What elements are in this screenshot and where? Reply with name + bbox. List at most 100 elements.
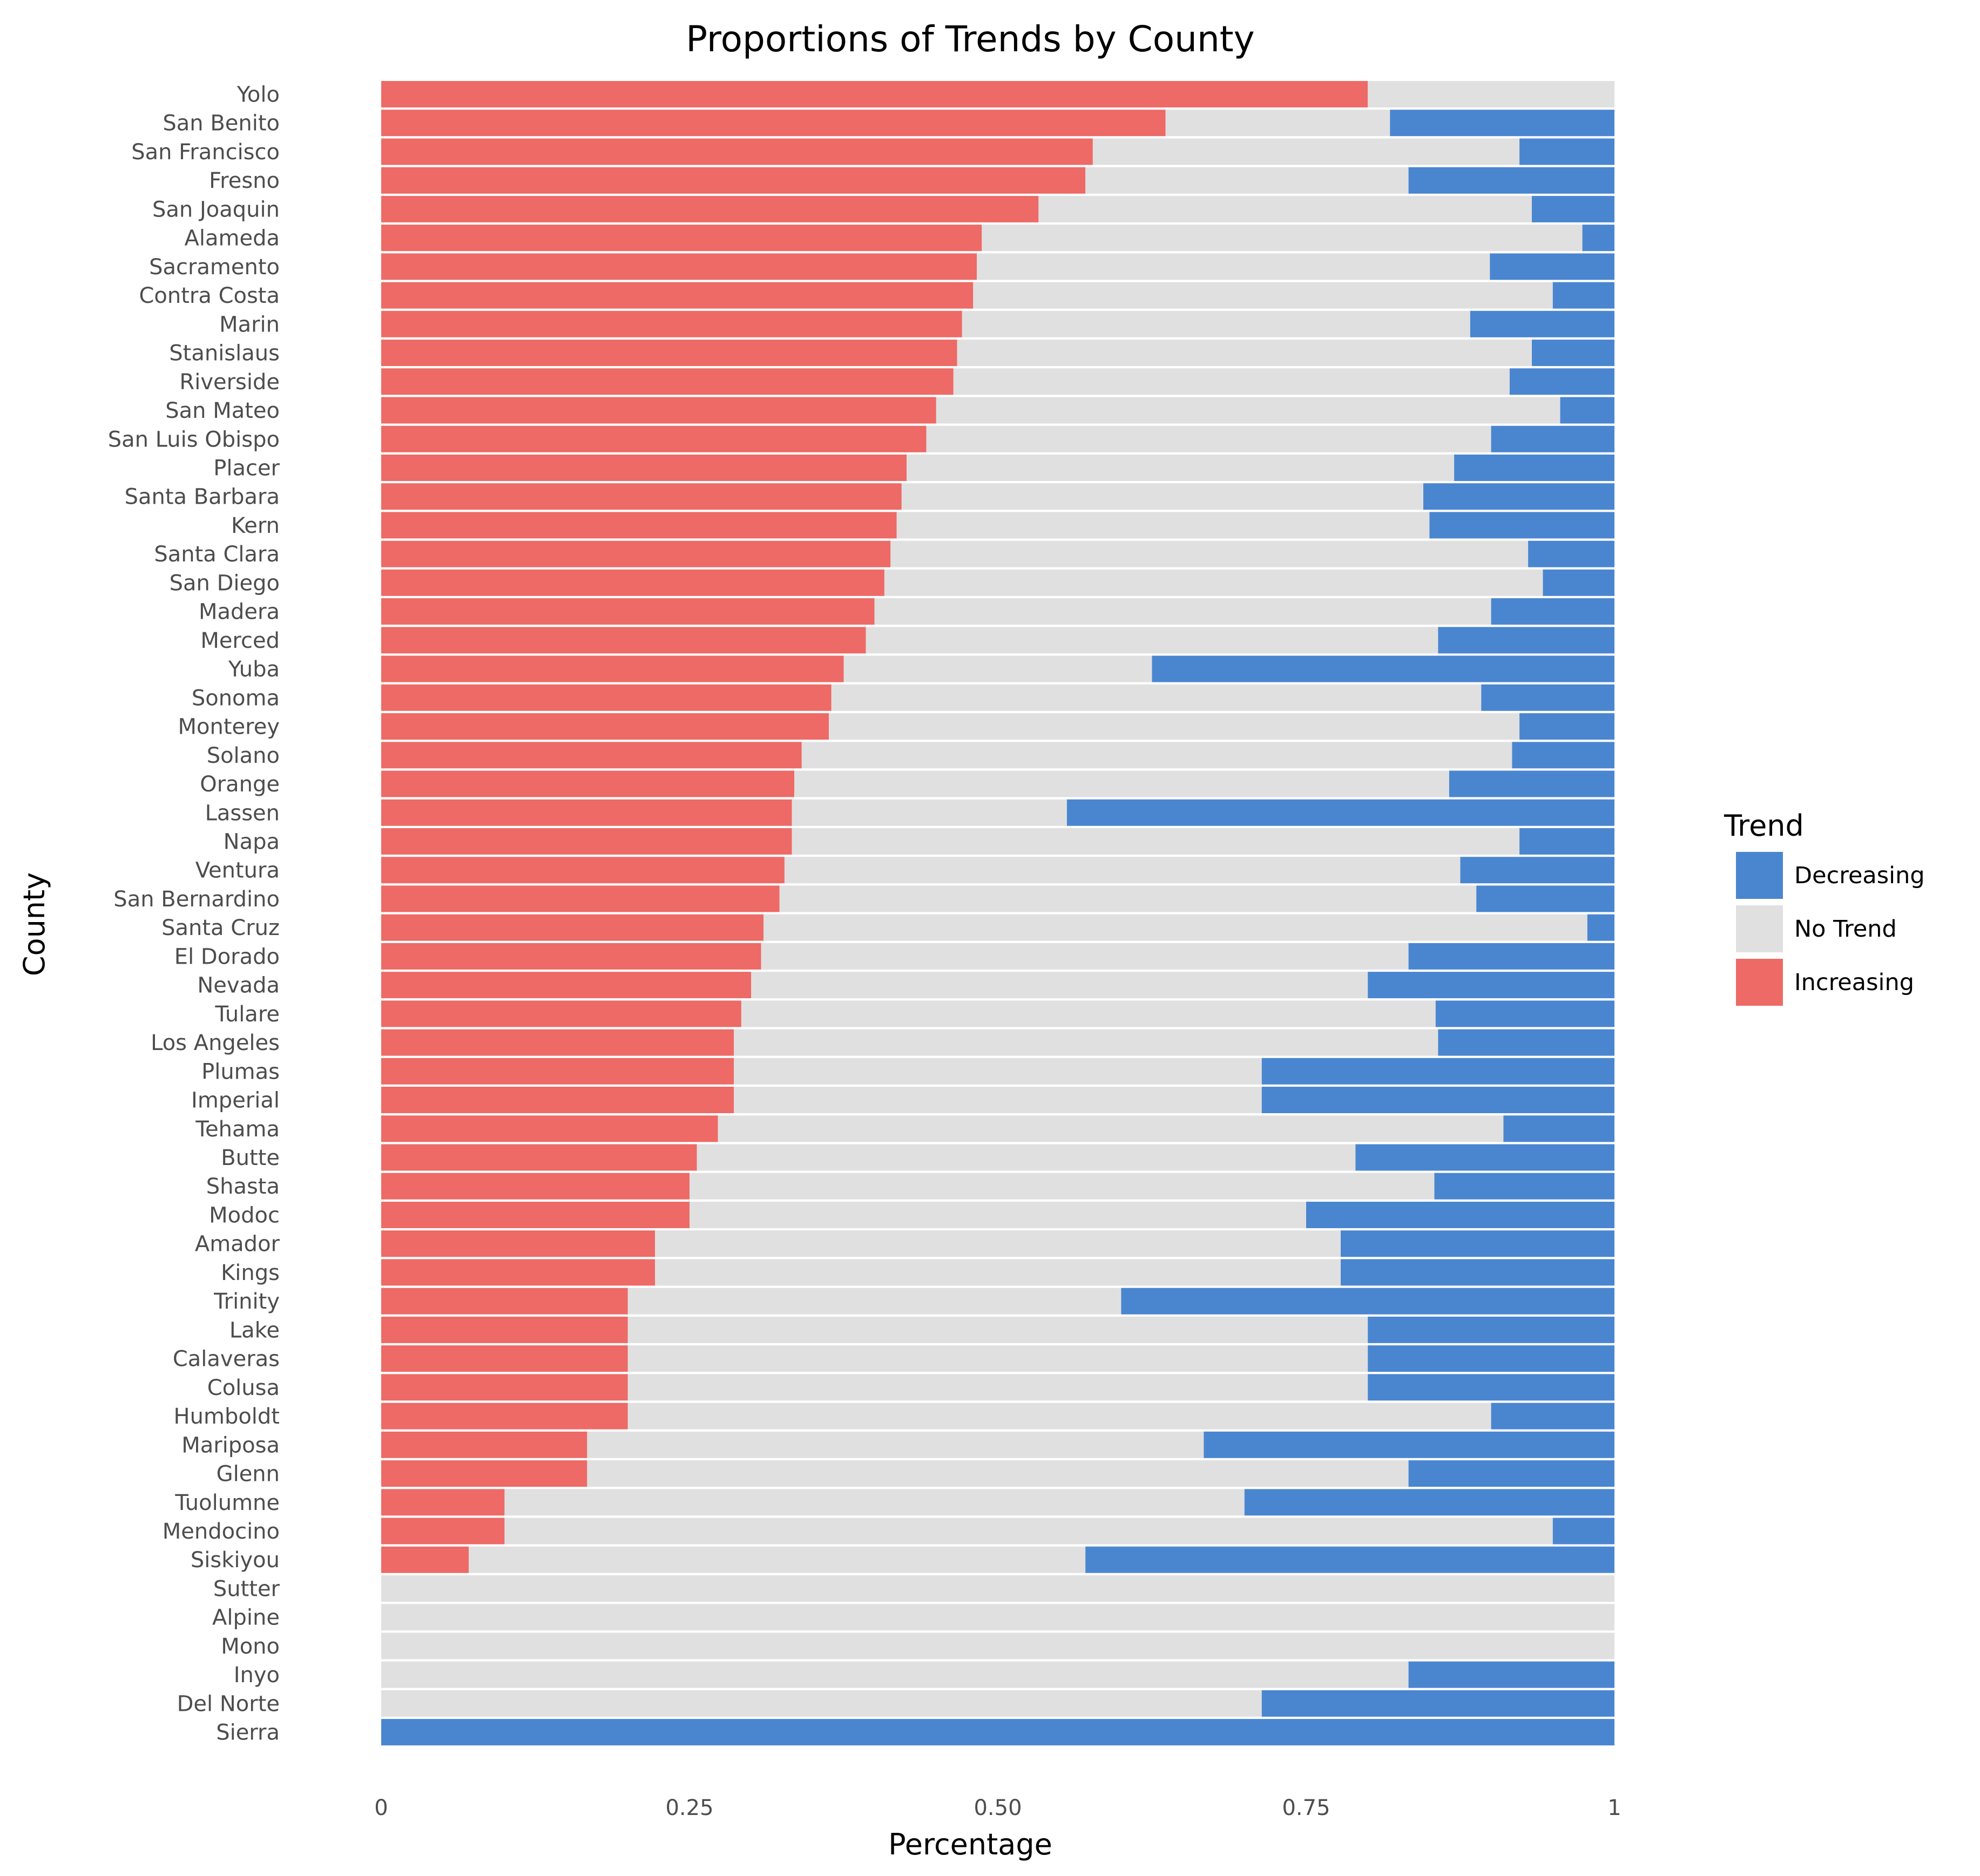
bar-tulare-no-trend [741, 1000, 1436, 1027]
bar-merced-decreasing [1438, 627, 1614, 654]
bar-alpine-no-trend [381, 1604, 1614, 1631]
bar-lassen-no-trend [792, 799, 1067, 826]
legend-title: Trend [1724, 809, 1804, 843]
bar-tuolumne-increasing [381, 1489, 505, 1516]
bar-los-angeles-decreasing [1438, 1029, 1614, 1056]
bar-madera-no-trend [874, 598, 1491, 625]
bar-sacramento-no-trend [977, 253, 1490, 280]
bar-modoc-increasing [381, 1202, 690, 1228]
legend-key-increasing [1736, 959, 1783, 1006]
y-tick-trinity: Trinity [213, 1289, 280, 1314]
bar-contra-costa-increasing [381, 282, 974, 309]
y-tick-colusa: Colusa [207, 1376, 280, 1400]
legend-label-decreasing: Decreasing [1794, 862, 1925, 889]
bar-colusa-decreasing [1368, 1374, 1614, 1401]
y-tick-inyo: Inyo [234, 1663, 280, 1688]
x-tick-0-25: 0.25 [665, 1796, 713, 1820]
bar-riverside-decreasing [1509, 368, 1614, 395]
bar-shasta-increasing [381, 1173, 690, 1200]
bar-san-diego-decreasing [1543, 569, 1614, 596]
bar-colusa-increasing [381, 1374, 628, 1401]
bar-san-diego-no-trend [884, 569, 1543, 596]
bar-san-bernardino-no-trend [779, 885, 1477, 912]
bar-alameda-increasing [381, 225, 982, 252]
bar-ventura-no-trend [784, 857, 1461, 884]
bar-del-norte-decreasing [1261, 1690, 1614, 1717]
bar-shasta-no-trend [690, 1173, 1435, 1200]
bar-santa-barbara-decreasing [1423, 483, 1614, 510]
y-tick-modoc: Modoc [209, 1203, 280, 1228]
bar-monterey-no-trend [829, 713, 1520, 740]
bar-santa-clara-no-trend [890, 540, 1529, 567]
y-tick-san-mateo: San Mateo [165, 398, 280, 423]
bar-santa-clara-increasing [381, 540, 891, 567]
y-tick-plumas: Plumas [201, 1059, 280, 1084]
y-tick-nevada: Nevada [197, 973, 280, 998]
bar-ventura-increasing [381, 857, 785, 884]
bar-yolo-no-trend [1368, 81, 1614, 107]
y-tick-butte: Butte [221, 1146, 280, 1170]
bar-san-luis-obispo-decreasing [1491, 425, 1614, 452]
bar-san-joaquin-no-trend [1038, 195, 1532, 222]
bar-santa-cruz-decreasing [1587, 914, 1614, 941]
bar-merced-increasing [381, 627, 866, 654]
bar-napa-no-trend [792, 828, 1520, 855]
bar-imperial-no-trend [734, 1087, 1262, 1113]
bar-fresno-decreasing [1408, 167, 1614, 194]
y-tick-mono: Mono [221, 1634, 280, 1659]
y-tick-los-angeles: Los Angeles [151, 1031, 280, 1055]
bar-yuba-increasing [381, 655, 844, 682]
y-tick-tuolumne: Tuolumne [174, 1491, 280, 1515]
bar-monterey-decreasing [1519, 713, 1614, 740]
y-tick-el-dorado: El Dorado [174, 944, 280, 969]
bar-nevada-no-trend [751, 972, 1368, 999]
y-tick-sacramento: Sacramento [149, 255, 280, 280]
bar-santa-cruz-increasing [381, 914, 763, 941]
bar-lake-increasing [381, 1316, 628, 1343]
bar-tehama-no-trend [718, 1115, 1504, 1142]
bar-san-mateo-no-trend [936, 397, 1560, 424]
bar-lassen-increasing [381, 799, 792, 826]
bar-los-angeles-increasing [381, 1029, 734, 1056]
bar-modoc-no-trend [690, 1202, 1306, 1228]
bar-mariposa-decreasing [1204, 1431, 1614, 1458]
bar-kings-no-trend [655, 1259, 1341, 1286]
bar-solano-increasing [381, 742, 802, 769]
legend-label-increasing: Increasing [1794, 969, 1914, 996]
bar-marin-decreasing [1470, 310, 1614, 337]
x-tick-0-50: 0.50 [974, 1796, 1022, 1820]
bar-sacramento-increasing [381, 253, 977, 280]
bar-amador-increasing [381, 1230, 655, 1257]
bar-san-diego-increasing [381, 569, 884, 596]
bar-el-dorado-decreasing [1408, 943, 1614, 970]
bar-glenn-increasing [381, 1460, 587, 1487]
bar-ventura-decreasing [1460, 857, 1614, 884]
y-tick-tehama: Tehama [195, 1117, 280, 1142]
y-tick-kings: Kings [221, 1261, 280, 1285]
bar-plumas-decreasing [1261, 1058, 1614, 1085]
bar-lassen-decreasing [1066, 799, 1614, 826]
y-tick-siskiyou: Siskiyou [191, 1548, 280, 1573]
chart-title: Proportions of Trends by County [686, 18, 1255, 60]
bar-mendocino-decreasing [1552, 1518, 1614, 1545]
bar-mendocino-no-trend [504, 1518, 1553, 1545]
bar-butte-increasing [381, 1144, 697, 1171]
bar-plumas-no-trend [734, 1058, 1262, 1085]
y-tick-san-luis-obispo: San Luis Obispo [108, 427, 280, 452]
bar-lake-decreasing [1368, 1316, 1614, 1343]
bars-group [381, 81, 1614, 1746]
bar-tuolumne-no-trend [504, 1489, 1245, 1516]
y-tick-stanislaus: Stanislaus [169, 341, 280, 366]
bar-tehama-decreasing [1503, 1115, 1614, 1142]
bar-san-benito-decreasing [1390, 110, 1614, 137]
y-tick-santa-barbara: Santa Barbara [125, 485, 280, 510]
bar-el-dorado-increasing [381, 943, 761, 970]
y-tick-sonoma: Sonoma [192, 686, 280, 710]
bar-trinity-no-trend [627, 1288, 1121, 1315]
bar-placer-decreasing [1454, 455, 1614, 481]
y-tick-merced: Merced [200, 628, 280, 653]
bar-los-angeles-no-trend [734, 1029, 1438, 1056]
y-tick-san-benito: San Benito [163, 111, 280, 136]
x-tick-0: 0 [374, 1796, 388, 1820]
bar-alameda-decreasing [1582, 225, 1614, 252]
